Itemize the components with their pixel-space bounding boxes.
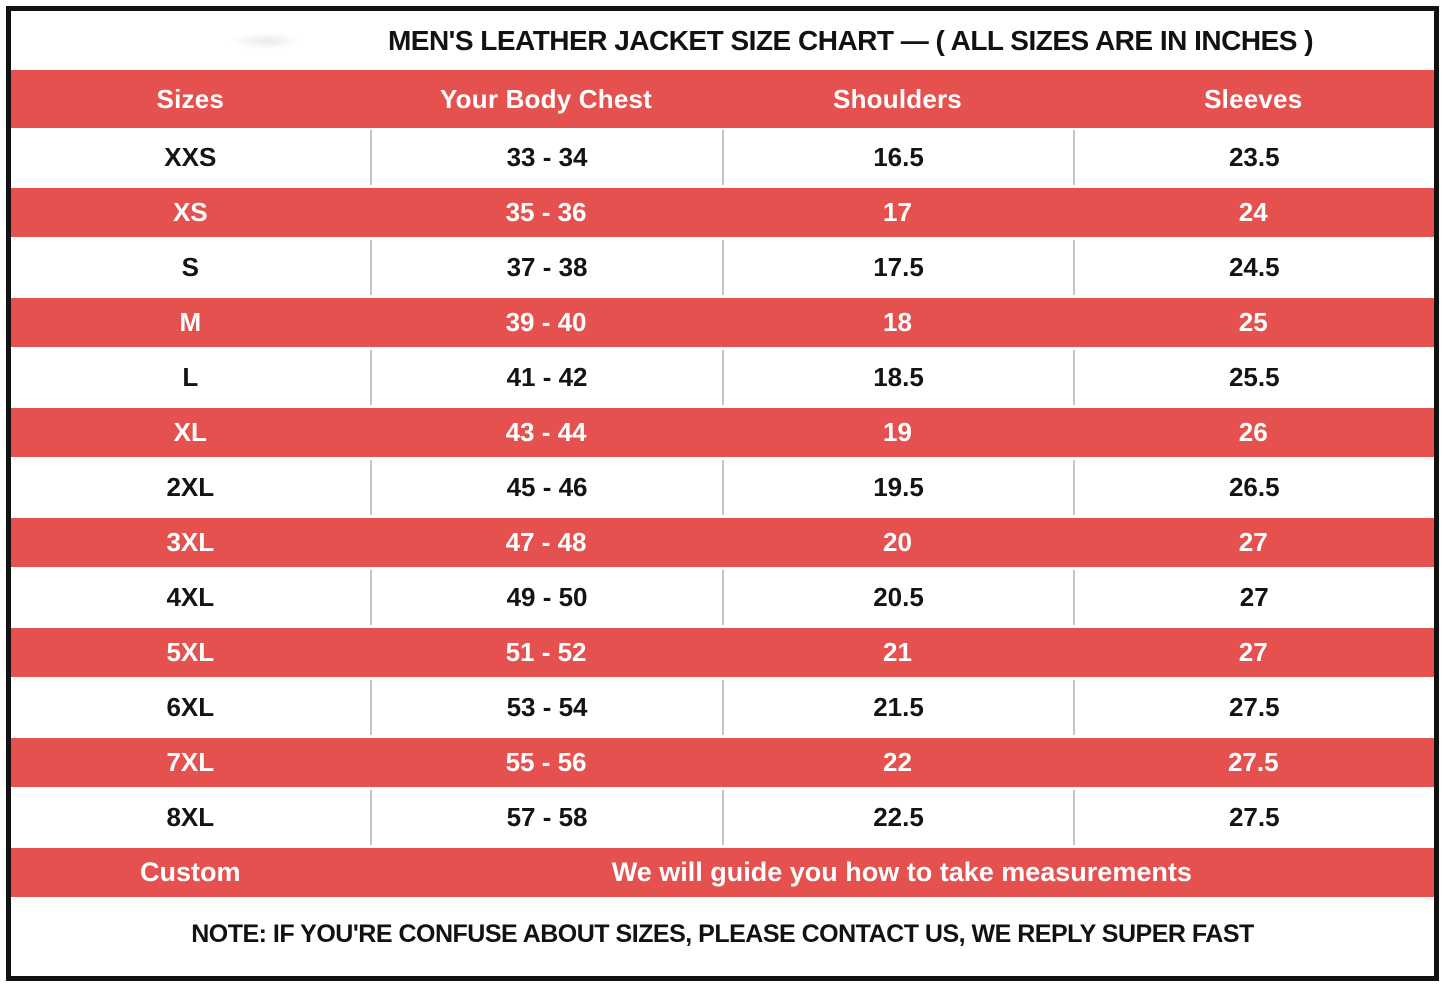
custom-row: Custom We will guide you how to take mea… [11, 845, 1434, 900]
table-row: XS 35 - 36 17 24 [11, 185, 1434, 240]
sleeves-cell: 27.5 [1072, 790, 1434, 845]
custom-size-cell: Custom [140, 857, 241, 887]
note-text: NOTE: IF YOU'RE CONFUSE ABOUT SIZES, PLE… [191, 919, 1254, 948]
size-cell: M [179, 307, 202, 337]
sleeves-cell: 27.5 [1227, 747, 1279, 777]
sleeves-cell: 24.5 [1072, 240, 1434, 295]
chest-cell: 45 - 46 [369, 460, 723, 515]
chest-cell: 39 - 40 [505, 307, 587, 337]
size-cell: 4XL [166, 582, 215, 612]
sleeves-cell: 25.5 [1072, 350, 1434, 405]
sleeves-cell: 27 [1238, 527, 1268, 557]
shoulders-cell: 17.5 [722, 240, 1072, 295]
sleeves-cell: 26.5 [1072, 460, 1434, 515]
shoulders-cell: 21 [883, 637, 912, 667]
shoulders-cell: 22 [883, 747, 912, 777]
size-cell: 7XL [166, 747, 215, 777]
table-row: S 37 - 38 17.5 24.5 [11, 240, 1434, 295]
shoulders-cell: 22.5 [722, 790, 1072, 845]
sleeves-cell: 23.5 [1072, 130, 1434, 185]
sleeves-cell: 25 [1238, 307, 1268, 337]
sleeves-cell: 27 [1238, 637, 1268, 667]
chest-cell: 49 - 50 [369, 570, 723, 625]
size-cell: 8XL [166, 802, 215, 832]
chest-cell: 37 - 38 [369, 240, 723, 295]
column-header-shoulders: Shoulders [833, 83, 962, 114]
column-header-chest: Your Body Chest [440, 83, 653, 114]
chest-cell: 47 - 48 [505, 527, 587, 557]
chest-cell: 55 - 56 [505, 747, 587, 777]
table-row: M 39 - 40 18 25 [11, 295, 1434, 350]
size-cell: XS [172, 197, 208, 227]
shoulders-cell: 16.5 [722, 130, 1072, 185]
sleeves-cell: 27.5 [1072, 680, 1434, 735]
shoulders-cell: 17 [883, 197, 912, 227]
table-row: 5XL 51 - 52 21 27 [11, 625, 1434, 680]
shoulders-cell: 18 [883, 307, 912, 337]
column-header-sleeves: Sleeves [1204, 83, 1303, 114]
custom-message-cell: We will guide you how to take measuremen… [611, 857, 1192, 887]
size-cell: 3XL [166, 527, 215, 557]
size-cell: 6XL [166, 692, 215, 722]
table-row: 4XL 49 - 50 20.5 27 [11, 570, 1434, 625]
shoulders-cell: 20.5 [722, 570, 1072, 625]
shoulders-cell: 21.5 [722, 680, 1072, 735]
chest-cell: 43 - 44 [505, 417, 587, 447]
sleeves-cell: 26 [1238, 417, 1268, 447]
table-row: XL 43 - 44 19 26 [11, 405, 1434, 460]
size-cell: 5XL [166, 637, 215, 667]
table-row: L 41 - 42 18.5 25.5 [11, 350, 1434, 405]
chest-cell: 51 - 52 [505, 637, 587, 667]
table-row: 2XL 45 - 46 19.5 26.5 [11, 460, 1434, 515]
size-cell: S [181, 252, 199, 282]
table-body: XXS 33 - 34 16.5 23.5 XS 35 - 36 17 24 S 37 - 38 1… [11, 130, 1434, 845]
table-row: 8XL 57 - 58 22.5 27.5 [11, 790, 1434, 845]
table-row: 6XL 53 - 54 21.5 27.5 [11, 680, 1434, 735]
shoulders-cell: 18.5 [722, 350, 1072, 405]
chest-cell: 53 - 54 [369, 680, 723, 735]
size-cell: XL [173, 417, 207, 447]
column-header-sizes: Sizes [156, 83, 225, 114]
chest-cell: 41 - 42 [369, 350, 723, 405]
chest-cell: 57 - 58 [369, 790, 723, 845]
sleeves-cell: 24 [1238, 197, 1268, 227]
size-cell: 2XL [166, 472, 215, 502]
size-cell: XXS [164, 142, 217, 172]
sleeves-cell: 27 [1072, 570, 1434, 625]
chest-cell: 33 - 34 [369, 130, 723, 185]
shoulders-cell: 20 [883, 527, 912, 557]
chest-cell: 35 - 36 [505, 197, 587, 227]
shoulders-cell: 19.5 [722, 460, 1072, 515]
table-row: 7XL 55 - 56 22 27.5 [11, 735, 1434, 790]
table-header-row: Sizes Your Body Chest Shoulders Sleeves [11, 70, 1434, 130]
size-chart-panel: MEN'S LEATHER JACKET SIZE CHART — ( ALL … [6, 6, 1439, 981]
chart-title: MEN'S LEATHER JACKET SIZE CHART — ( ALL … [387, 24, 1314, 56]
table-row: XXS 33 - 34 16.5 23.5 [11, 130, 1434, 185]
size-cell: L [182, 362, 199, 392]
shoulders-cell: 19 [883, 417, 912, 447]
table-row: 3XL 47 - 48 20 27 [11, 515, 1434, 570]
